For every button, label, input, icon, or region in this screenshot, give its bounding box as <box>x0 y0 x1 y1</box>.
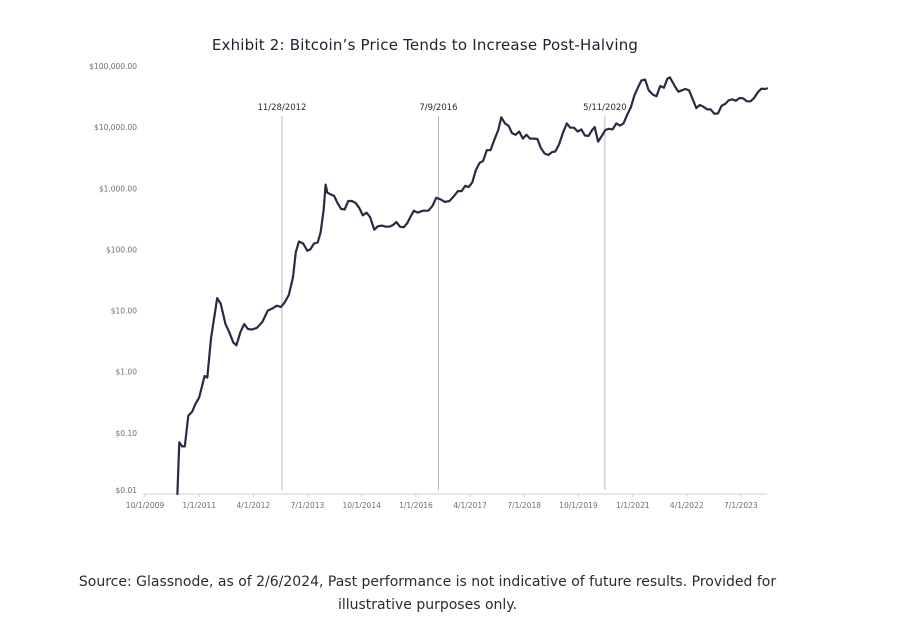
x-tick-label: 7/1/2018 <box>507 501 541 510</box>
halving-markers: 11/28/2012 7/9/2016 5/11/2020 <box>257 103 627 490</box>
x-tick-label: 7/1/2013 <box>291 501 325 510</box>
halving-label: 7/9/2016 <box>419 103 457 113</box>
x-tick-label: 1/1/2011 <box>182 501 216 510</box>
y-tick-label: $100.00 <box>106 245 137 254</box>
y-tick-label: $0.10 <box>116 429 138 438</box>
halving-label: 11/28/2012 <box>257 103 306 113</box>
halving-label: 5/11/2020 <box>583 103 627 113</box>
x-tick-label: 4/1/2017 <box>453 501 487 510</box>
x-tick-label: 1/1/2016 <box>399 501 433 510</box>
y-tick-label: $100,000.00 <box>89 62 137 71</box>
y-tick-label: $0.01 <box>116 486 138 495</box>
y-tick-label: $10.00 <box>111 307 137 316</box>
x-tick-label: 10/1/2009 <box>126 501 165 510</box>
y-tick-label: $1,000.00 <box>99 184 137 193</box>
x-tick-label: 1/1/2021 <box>616 501 650 510</box>
x-axis-ticks: 10/1/2009 1/1/2011 4/1/2012 7/1/2013 10/1/20… <box>126 494 758 510</box>
chart-title: Exhibit 2: Bitcoin’s Price Tends to Incr… <box>211 36 639 54</box>
source-line-1: Source: Glassnode, as of 2/6/2024, Past … <box>78 574 777 590</box>
y-tick-label: $1.00 <box>116 368 138 377</box>
x-tick-label: 7/1/2023 <box>724 501 758 510</box>
x-tick-label: 10/1/2019 <box>559 501 598 510</box>
x-tick-label: 4/1/2012 <box>237 501 271 510</box>
x-tick-label: 4/1/2022 <box>670 501 704 510</box>
x-tick-label: 10/1/2014 <box>342 501 381 510</box>
y-axis-ticks: $0.01 $0.10 $1.00 $10.00 $100.00 $1,000.00 $10… <box>89 62 137 495</box>
price-line <box>176 76 769 496</box>
source-line-2: illustrative purposes only. <box>337 597 518 613</box>
source-note: Source: Glassnode, as of 2/6/2024, Past … <box>0 571 855 617</box>
price-chart: 11/28/2012 7/9/2016 5/11/2020 $0.01 $0.10 $1… <box>89 62 769 510</box>
series-layer <box>176 76 769 496</box>
y-tick-label: $10,000.00 <box>94 123 137 132</box>
